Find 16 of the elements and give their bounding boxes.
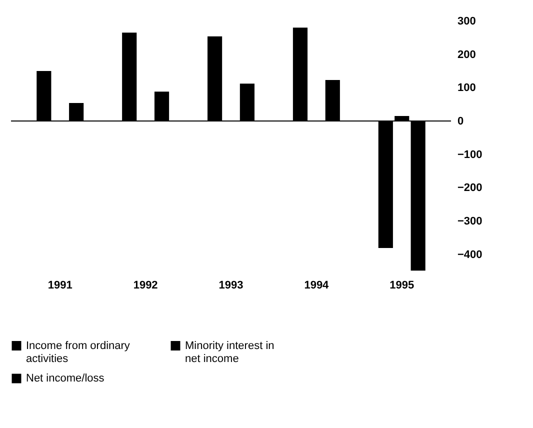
y-tick-label: −100 [458,148,482,161]
legend-label: Minority interest in net income [185,340,274,365]
x-tick-label: 1995 [390,280,414,292]
x-tick-label: 1994 [304,280,330,292]
x-tick-label: 1991 [48,280,72,292]
y-tick-label: 300 [458,16,476,28]
legend-label: Net income/loss [26,372,105,384]
y-tick-label: 200 [458,48,476,61]
y-tick-label: 100 [458,82,476,94]
y-tick-label: −300 [458,216,482,228]
x-tick-label: 1992 [133,280,158,292]
y-tick-label: 0 [458,116,464,128]
y-tick-label: −400 [458,248,482,261]
x-tick-label: 1993 [218,280,244,292]
legend-label: Income from ordinary activities [26,340,130,365]
y-tick-label: −200 [458,182,482,194]
